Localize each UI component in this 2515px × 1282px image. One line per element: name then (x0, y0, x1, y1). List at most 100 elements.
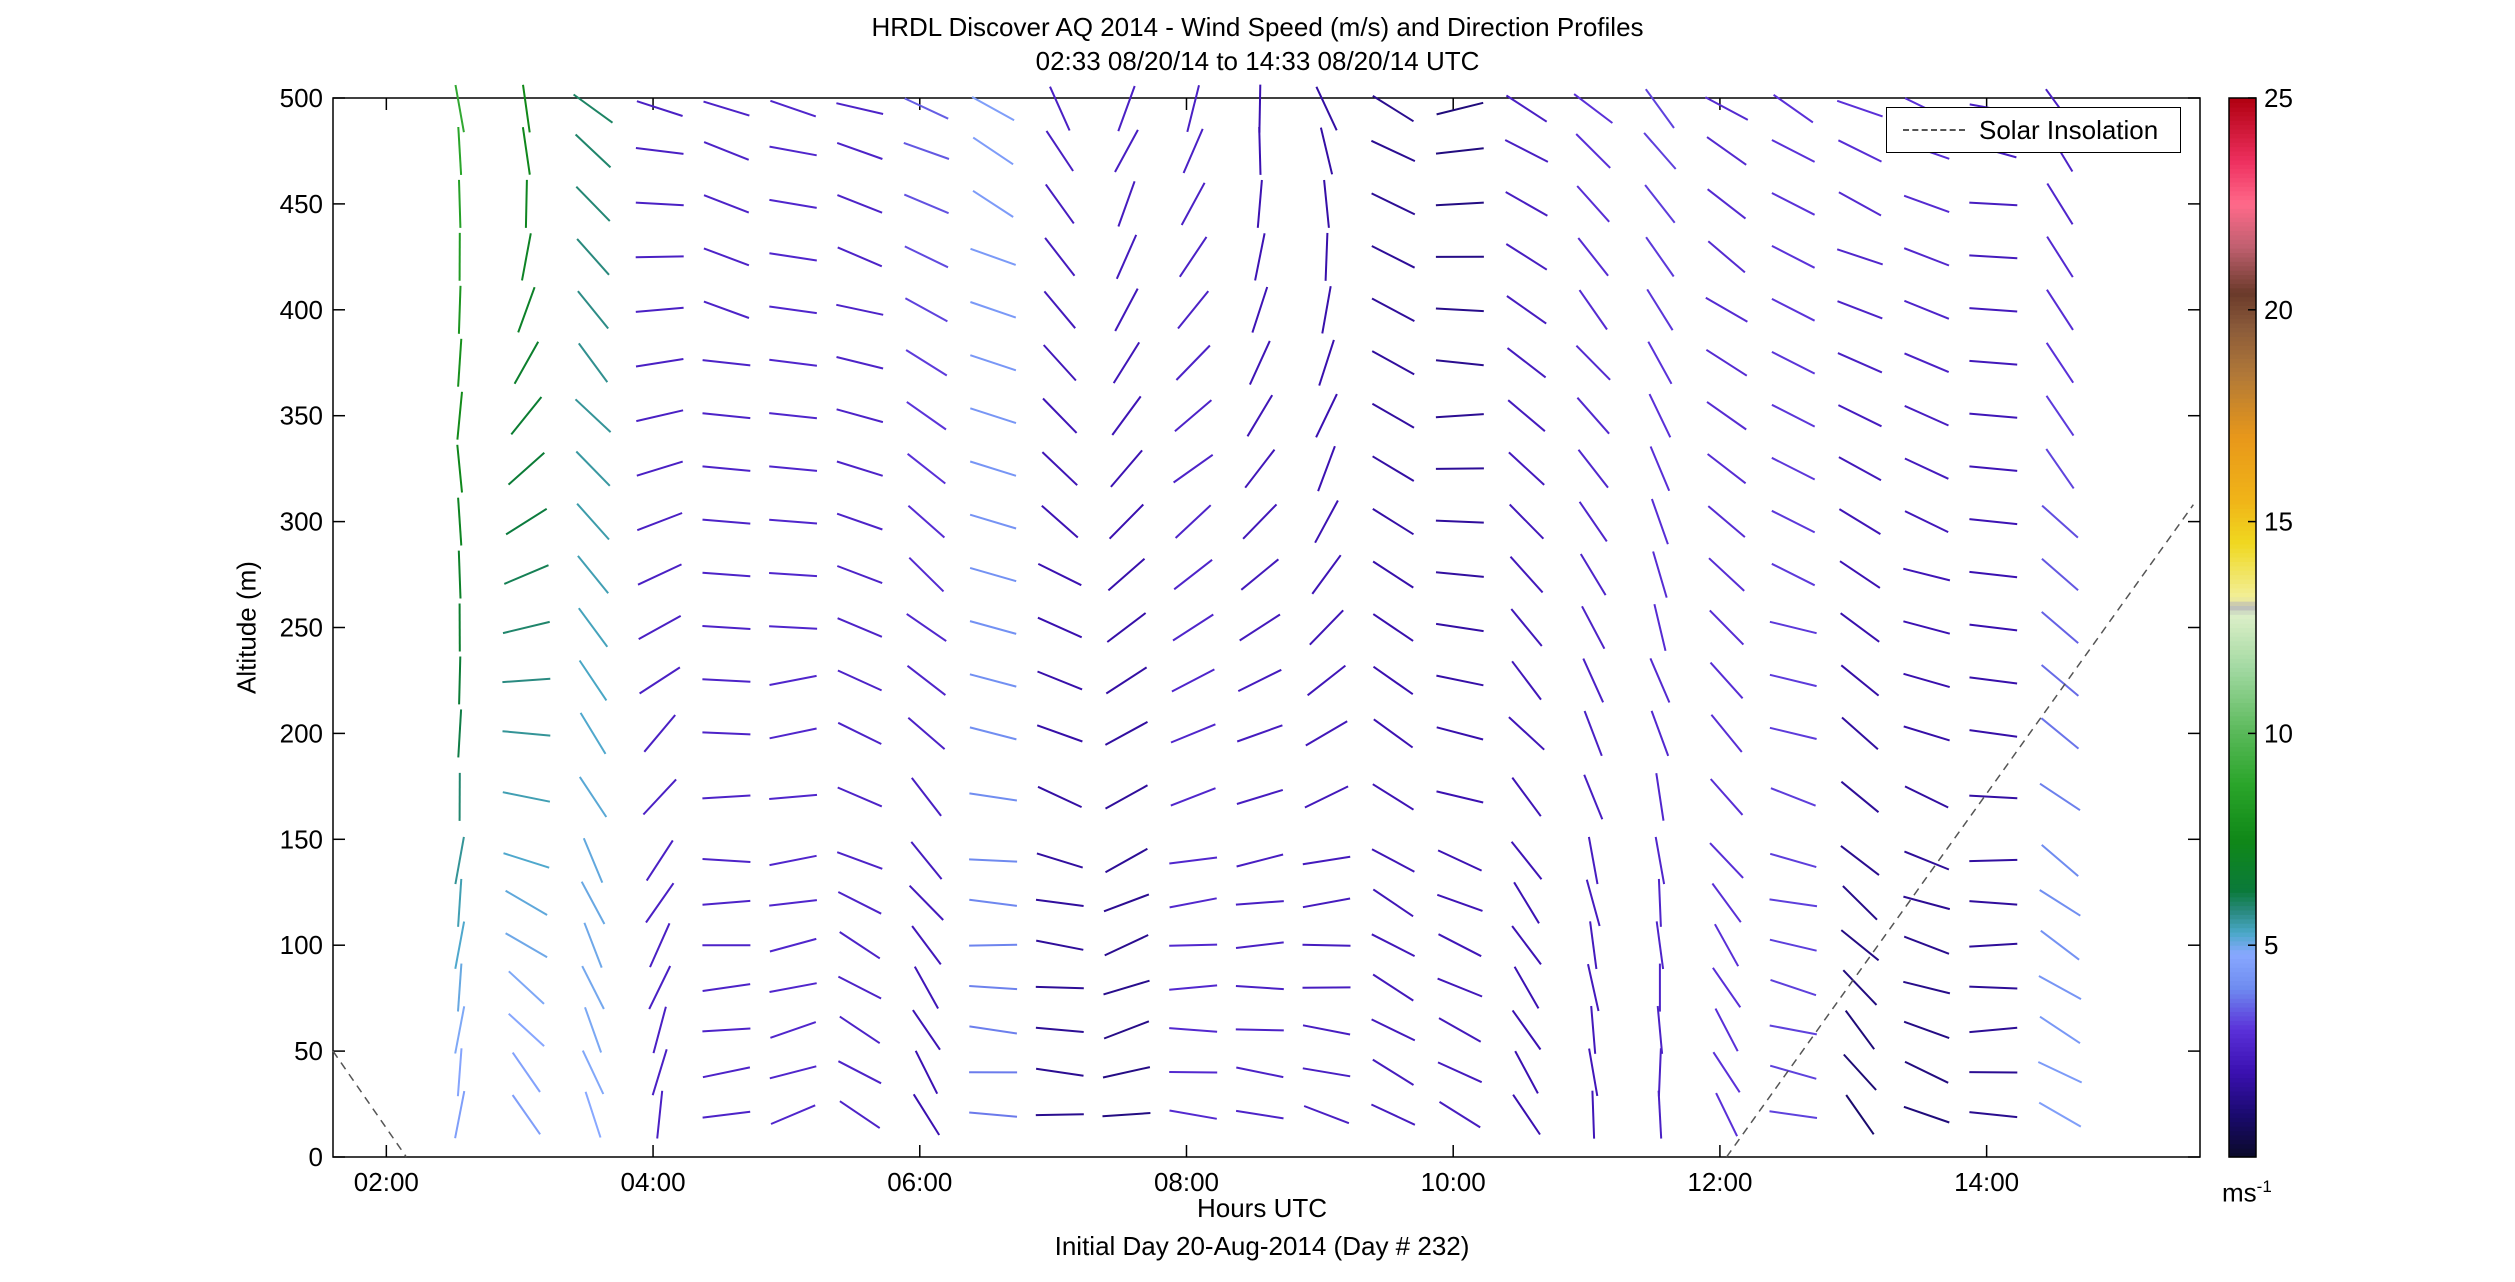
colorbar-band (2229, 936, 2256, 942)
wind-vector (507, 451, 545, 486)
colorbar-unit: ms-1 (2222, 1177, 2272, 1209)
colorbar-band (2229, 706, 2256, 712)
wind-vector (1710, 714, 1743, 753)
wind-vector (769, 937, 817, 953)
wind-vector (912, 1009, 941, 1051)
wind-vector (970, 247, 1017, 266)
wind-vector (1251, 286, 1269, 333)
wind-vector (1437, 1061, 1483, 1084)
colorbar-band (2229, 658, 2256, 664)
wind-vector (1709, 661, 1744, 699)
wind-vector (1105, 847, 1148, 874)
wind-vector (1036, 724, 1083, 743)
colorbar-band (2229, 305, 2256, 311)
colorbar-tick-label: 10 (2264, 718, 2293, 748)
wind-vector (1590, 1005, 1597, 1054)
wind-vector (1041, 504, 1079, 539)
colorbar-band (2229, 98, 2256, 104)
colorbar-band (2229, 177, 2256, 183)
colorbar-band (2229, 190, 2256, 196)
wind-vector (703, 141, 750, 161)
wind-vector (1436, 726, 1484, 741)
wind-vector (913, 966, 939, 1009)
colorbar-frame (2228, 97, 2257, 1158)
wind-vector (1438, 933, 1482, 958)
wind-vector (1237, 668, 1282, 692)
colorbar-band (2229, 583, 2256, 589)
wind-vector (635, 147, 684, 155)
wind-vector (837, 721, 882, 745)
colorbar-band (2229, 287, 2256, 293)
wind-vector (1969, 858, 2018, 863)
wind-vector (1969, 465, 2018, 472)
colorbar-band (2229, 155, 2256, 161)
colorbar-band (2229, 1099, 2256, 1105)
wind-vector (1169, 1027, 1218, 1033)
wind-vector (1236, 853, 1284, 868)
wind-vector (1115, 234, 1138, 280)
colorbar-band (2229, 993, 2256, 999)
wind-vector (1372, 95, 1415, 123)
wind-vector (1103, 893, 1150, 913)
wind-vector (579, 712, 607, 755)
colorbar-band (2229, 609, 2256, 615)
wind-vector (1511, 777, 1542, 817)
wind-vector (770, 1021, 817, 1039)
wind-vector (1903, 567, 1951, 582)
colorbar-band (2229, 618, 2256, 624)
colorbar-band (2229, 812, 2256, 818)
y-tick-label: 350 (280, 401, 323, 431)
wind-vector (1169, 984, 1218, 991)
colorbar-band (2229, 1139, 2256, 1145)
wind-vector (642, 778, 677, 816)
wind-vector (1715, 1092, 1738, 1137)
wind-vector (1508, 451, 1545, 486)
colorbar-band (2229, 168, 2256, 174)
wind-vector (1319, 127, 1334, 175)
colorbar-band (2229, 640, 2256, 646)
wind-vector (502, 791, 551, 803)
wind-vector (1771, 456, 1816, 481)
wind-vector (1770, 787, 1816, 807)
wind-vector (1169, 943, 1218, 947)
wind-vector (1904, 510, 1949, 533)
colorbar-band (2229, 839, 2256, 845)
wind-vector (702, 1027, 751, 1033)
wind-vector (1903, 620, 1951, 635)
wind-vector (1506, 347, 1547, 379)
wind-vector (511, 1052, 541, 1093)
wind-vector (702, 625, 751, 630)
wind-vector (1705, 348, 1748, 377)
colorbar-band (2229, 115, 2256, 121)
colorbar-band (2229, 804, 2256, 810)
colorbar-band (2229, 684, 2256, 690)
wind-vector (1437, 849, 1483, 872)
wind-vector (503, 564, 549, 585)
wind-vector (580, 881, 606, 925)
wind-vector (1372, 455, 1415, 482)
wind-vector (454, 1090, 466, 1139)
wind-vector (2040, 929, 2080, 961)
colorbar-band (2229, 998, 2256, 1004)
wind-vector (1903, 247, 1950, 267)
wind-vector (1583, 774, 1604, 820)
wind-vector (1771, 245, 1816, 269)
wind-vector (1575, 344, 1611, 381)
wind-vector (1372, 888, 1414, 918)
wind-vector (1840, 929, 1880, 962)
wind-vector (839, 1015, 881, 1045)
wind-vector (1578, 289, 1608, 331)
colorbar-band (2229, 225, 2256, 231)
colorbar-band (2229, 1152, 2256, 1158)
wind-vector (578, 659, 608, 701)
colorbar-band (2229, 503, 2256, 509)
wind-vector (903, 193, 949, 215)
colorbar-band (2229, 834, 2256, 840)
wind-vector (1171, 668, 1215, 693)
wind-vector (1242, 503, 1278, 540)
wind-vector (505, 932, 548, 959)
colorbar-band (2229, 565, 2256, 571)
wind-vector (1969, 676, 2018, 685)
wind-vector (1904, 352, 1950, 374)
colorbar-band (2229, 331, 2256, 337)
